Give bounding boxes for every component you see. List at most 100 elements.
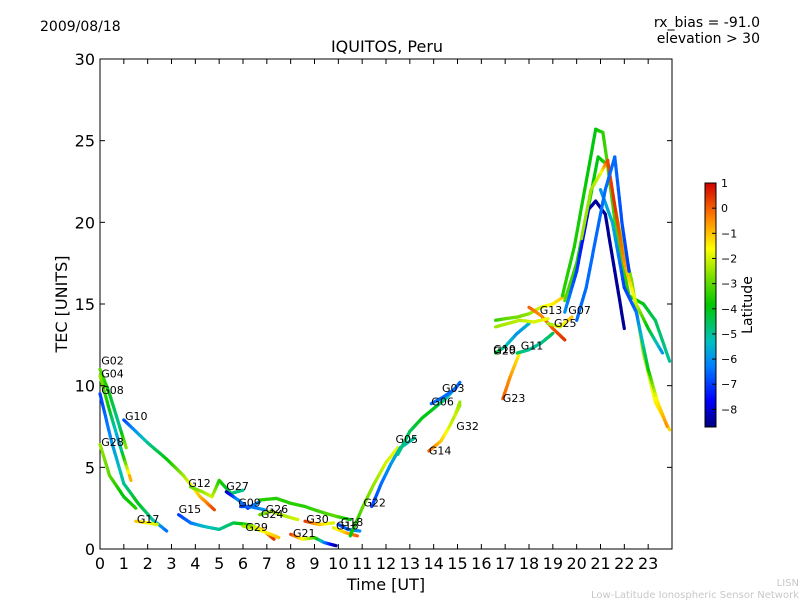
x-tick-label: 1 — [119, 554, 129, 573]
satellite-label-g27: G27 — [226, 480, 249, 493]
satellite-label-g02: G02 — [101, 354, 124, 367]
series-g02 — [98, 367, 128, 450]
y-tick-label: 0 — [85, 540, 95, 559]
satellite-label-g30: G30 — [306, 513, 329, 526]
x-tick-label: 2 — [143, 554, 153, 573]
series-g25 — [546, 315, 574, 329]
elevation-label: elevation > 30 — [657, 31, 760, 47]
rx-bias-label: rx_bias = -91.0 — [654, 15, 760, 31]
series-s3 — [579, 158, 665, 355]
tec-track-segment — [626, 263, 631, 273]
tec-track-segment — [568, 315, 574, 320]
satellite-label-g04: G04 — [101, 368, 124, 381]
colorbar-label: Latitude — [740, 276, 756, 334]
tec-track-segment — [163, 527, 169, 533]
x-tick-label: 18 — [519, 554, 539, 573]
y-tick-label: 25 — [75, 132, 95, 151]
y-axis-label: TEC [UNITS] — [52, 256, 71, 354]
x-tick-label: 23 — [638, 554, 658, 573]
satellite-label-g32: G32 — [456, 420, 479, 433]
tec-track-segment — [127, 474, 133, 482]
y-tick-label: 30 — [75, 50, 95, 69]
y-tick-label: 5 — [85, 458, 95, 477]
colorbar-tick-label: −6 — [721, 353, 737, 366]
satellite-label-g21: G21 — [293, 527, 316, 540]
tec-track-segment — [457, 400, 462, 406]
series-s4 — [598, 188, 669, 429]
series-g05 — [370, 436, 417, 509]
chart-title: IQUITOS, Peru — [331, 37, 443, 56]
colorbar-tick-label: −7 — [721, 378, 737, 391]
series-g21 — [289, 532, 338, 548]
series-s6 — [494, 317, 550, 329]
satellite-label-g11: G11 — [521, 340, 544, 353]
colorbar-gradient — [704, 182, 717, 428]
x-tick-label: 0 — [95, 554, 105, 573]
tec-track-segment — [664, 421, 669, 429]
series-g26 — [258, 496, 352, 522]
plot-area: 0 1 2 3 4 5 6 7 8 9 10 11 12 13 14 15 16 17 18 19 20 21 22 2305… — [75, 50, 673, 573]
x-tick-label: 10 — [328, 554, 348, 573]
satellite-label-g22: G22 — [363, 497, 386, 510]
satellite-label-g15: G15 — [179, 503, 202, 516]
date-label: 2009/08/18 — [40, 19, 121, 35]
x-tick-label: 11 — [352, 554, 372, 573]
tec-track-segment — [561, 336, 567, 342]
x-axis-label: Time [UT] — [346, 575, 425, 594]
satellite-label-g26: G26 — [266, 503, 289, 516]
x-tick-label: 17 — [495, 554, 515, 573]
x-tick-label: 13 — [400, 554, 420, 573]
tec-track-segment — [394, 446, 400, 452]
colorbar-tick-label: −1 — [721, 227, 737, 240]
colorbar-tick-label: −8 — [721, 403, 737, 416]
satellite-label-g12: G12 — [188, 477, 211, 490]
tec-track-segment — [457, 380, 462, 385]
series-g19 — [494, 294, 567, 322]
x-tick-label: 4 — [190, 554, 200, 573]
satellite-label-g28: G28 — [101, 436, 124, 449]
satellite-label-g20: G20 — [493, 345, 516, 358]
colorbar-ticks: 1 0 −1 −2 −3 −4 −5 −6 −7 −8 — [712, 177, 737, 416]
x-tick-label: 21 — [590, 554, 610, 573]
x-tick-label: 12 — [376, 554, 396, 573]
colorbar-tick-label: 0 — [721, 202, 728, 215]
footer-network: Low-Latitude Ionospheric Sensor Network — [591, 590, 799, 600]
tec-track-segment — [525, 322, 531, 327]
x-tick-label: 9 — [309, 554, 319, 573]
tec-track-segment — [549, 331, 555, 337]
x-tick-label: 3 — [166, 554, 176, 573]
series-g29 — [241, 524, 281, 540]
series-g23 — [501, 351, 522, 401]
series-g12 — [189, 478, 245, 499]
x-tick-label: 19 — [543, 554, 563, 573]
series-g04 — [98, 374, 133, 482]
satellite-label-g18: G18 — [341, 516, 364, 529]
satellite-label-g07: G07 — [568, 304, 591, 317]
series-g30 — [303, 519, 336, 527]
colorbar-tick-label: −2 — [721, 252, 737, 265]
tec-track-segment — [666, 354, 672, 363]
satellite-label-g13: G13 — [540, 304, 563, 317]
tick-layer: 0 1 2 3 4 5 6 7 8 9 10 11 12 13 14 15 16 17 18 19 20 21 22 2305… — [75, 50, 672, 573]
data-layer — [98, 127, 672, 548]
series-g32 — [453, 400, 462, 417]
series-g11 — [515, 331, 555, 355]
x-tick-label: 20 — [566, 554, 586, 573]
series-g20 — [494, 322, 531, 355]
satellite-label-g16: G16 — [336, 519, 359, 532]
series-g06 — [429, 380, 462, 406]
series-s5 — [575, 155, 631, 322]
tec-track-segment — [132, 505, 138, 510]
satellite-label-g24: G24 — [261, 508, 284, 521]
satellite-label-g10: G10 — [125, 410, 148, 423]
y-tick-label: 20 — [75, 213, 95, 232]
satellite-label-g09: G09 — [238, 497, 261, 510]
colorbar-tick-label: 1 — [721, 177, 728, 190]
series-g24 — [258, 509, 300, 522]
y-tick-label: 10 — [75, 377, 95, 396]
y-tick-label: 15 — [75, 295, 95, 314]
colorbar-tick-label: −3 — [721, 278, 737, 291]
plot-frame — [99, 58, 673, 550]
satellite-label-g08: G08 — [101, 384, 124, 397]
